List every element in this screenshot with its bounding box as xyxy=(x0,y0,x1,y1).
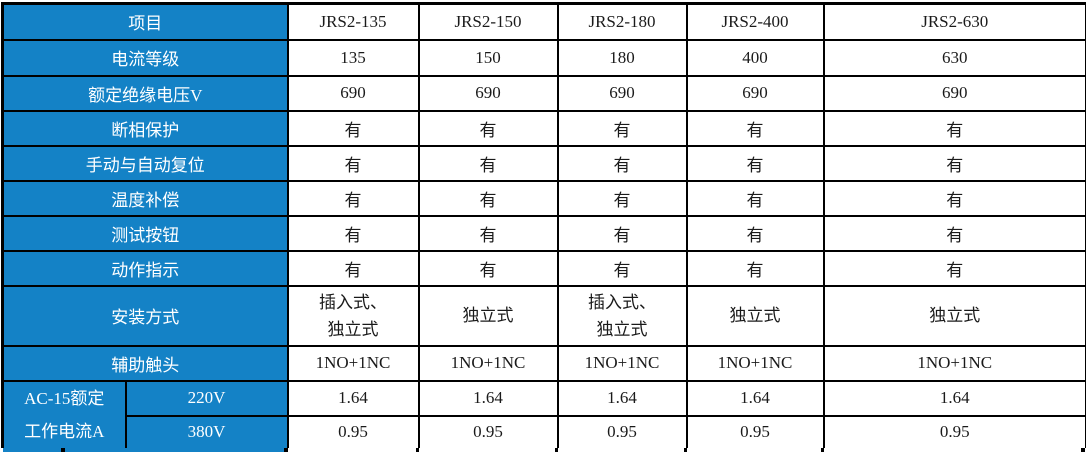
data-cell: 有 xyxy=(556,109,688,147)
data-cell: 150 xyxy=(417,38,559,77)
table-row: 电流等级 135 150 180 400 630 xyxy=(1,38,1086,77)
corner-header-cell: 项目 xyxy=(1,2,289,41)
data-cell: 独立式 xyxy=(417,284,559,347)
data-cell: 独立式 xyxy=(822,284,1086,347)
data-cell: 0.95 xyxy=(286,415,420,450)
data-cell: 有 xyxy=(822,214,1086,252)
data-cell: 有 xyxy=(286,214,420,252)
data-cell: 有 xyxy=(417,249,559,287)
data-cell: 0.95 xyxy=(685,415,825,450)
data-cell: 有 xyxy=(685,214,825,252)
data-cell: 1NO+1NC xyxy=(685,344,825,382)
row-label-temperature-compensation: 温度补偿 xyxy=(1,179,289,217)
table-row: 动作指示 有 有 有 有 有 xyxy=(1,249,1086,287)
data-cell: 独立式 xyxy=(685,284,825,347)
data-cell: 1.64 xyxy=(685,379,825,418)
data-cell: 有 xyxy=(556,214,688,252)
table-row: 手动与自动复位 有 有 有 有 有 xyxy=(1,144,1086,182)
data-cell: 有 xyxy=(286,144,420,182)
cutoff-border xyxy=(416,448,419,452)
data-cell: 有 xyxy=(556,179,688,217)
row-label-manual-auto-reset: 手动与自动复位 xyxy=(1,144,289,182)
data-cell: 1.64 xyxy=(417,379,559,418)
data-cell: 630 xyxy=(822,38,1086,77)
row-label-phase-failure-protection: 断相保护 xyxy=(1,109,289,147)
row-label-mounting-type: 安装方式 xyxy=(1,284,289,347)
data-cell: 690 xyxy=(556,74,688,112)
data-cell: 690 xyxy=(286,74,420,112)
data-cell: 400 xyxy=(685,38,825,77)
data-cell: 1.64 xyxy=(822,379,1086,418)
data-cell: 有 xyxy=(685,144,825,182)
header-row: 项目 JRS2-135 JRS2-150 JRS2-180 JRS2-400 J… xyxy=(1,2,1086,41)
cutoff-cell xyxy=(65,448,284,452)
table-row: 测试按钮 有 有 有 有 有 xyxy=(1,214,1086,252)
cutoff-border xyxy=(284,448,288,452)
data-cell: 有 xyxy=(286,109,420,147)
data-cell: 1NO+1NC xyxy=(286,344,420,382)
cutoff-border xyxy=(61,448,65,452)
table-row: 温度补偿 有 有 有 有 有 xyxy=(1,179,1086,217)
group-label-ac15-rated-current: AC-15额定 工作电流A xyxy=(1,379,127,450)
data-cell: 1NO+1NC xyxy=(822,344,1086,382)
data-cell: 1NO+1NC xyxy=(417,344,559,382)
row-label-test-button: 测试按钮 xyxy=(1,214,289,252)
column-header-jrs2-400: JRS2-400 xyxy=(685,2,825,41)
data-cell: 有 xyxy=(685,249,825,287)
data-cell: 有 xyxy=(822,179,1086,217)
data-cell: 有 xyxy=(822,109,1086,147)
data-cell: 有 xyxy=(417,109,559,147)
row-label-insulation-voltage: 额定绝缘电压V xyxy=(1,74,289,112)
data-cell: 有 xyxy=(417,144,559,182)
sub-label-220v: 220V xyxy=(124,379,289,418)
table-row: 额定绝缘电压V 690 690 690 690 690 xyxy=(1,74,1086,112)
column-header-jrs2-630: JRS2-630 xyxy=(822,2,1086,41)
data-cell: 插入式、 独立式 xyxy=(286,284,420,347)
table-row: 380V 0.95 0.95 0.95 0.95 0.95 xyxy=(3,415,1086,450)
data-cell: 有 xyxy=(556,249,688,287)
column-header-jrs2-150: JRS2-150 xyxy=(417,2,559,41)
data-cell: 135 xyxy=(286,38,420,77)
cutoff-border xyxy=(555,448,558,452)
data-cell: 690 xyxy=(685,74,825,112)
data-cell: 有 xyxy=(685,179,825,217)
data-cell: 有 xyxy=(556,144,688,182)
table-row: 安装方式 插入式、 独立式 独立式 插入式、 独立式 独立式 独立式 xyxy=(1,284,1086,347)
data-cell: 0.95 xyxy=(556,415,688,450)
data-cell: 有 xyxy=(417,214,559,252)
table-row: 断相保护 有 有 有 有 有 xyxy=(1,109,1086,147)
data-cell: 1NO+1NC xyxy=(556,344,688,382)
cutoff-border xyxy=(821,448,824,452)
data-cell: 1.64 xyxy=(556,379,688,418)
data-cell: 有 xyxy=(286,249,420,287)
cutoff-border xyxy=(1081,448,1085,452)
data-cell: 690 xyxy=(417,74,559,112)
data-cell: 有 xyxy=(286,179,420,217)
cutoff-next-row xyxy=(0,448,1086,452)
data-cell: 有 xyxy=(822,249,1086,287)
data-cell: 有 xyxy=(822,144,1086,182)
data-cell: 690 xyxy=(822,74,1086,112)
cutoff-cell xyxy=(3,448,61,452)
data-cell: 180 xyxy=(556,38,688,77)
row-label-trip-indicator: 动作指示 xyxy=(1,249,289,287)
table-row: AC-15额定 工作电流A 220V 1.64 1.64 1.64 1.64 1… xyxy=(1,379,1086,450)
data-cell: 有 xyxy=(685,109,825,147)
data-cell: 0.95 xyxy=(822,415,1086,450)
column-header-jrs2-180: JRS2-180 xyxy=(556,2,688,41)
data-cell: 1.64 xyxy=(286,379,420,418)
row-label-current-rating: 电流等级 xyxy=(1,38,289,77)
data-cell: 有 xyxy=(417,179,559,217)
table-row: 辅助触头 1NO+1NC 1NO+1NC 1NO+1NC 1NO+1NC 1NO… xyxy=(1,344,1086,382)
row-label-auxiliary-contact: 辅助触头 xyxy=(1,344,289,382)
column-header-jrs2-135: JRS2-135 xyxy=(286,2,420,41)
data-cell: 插入式、 独立式 xyxy=(556,284,688,347)
data-cell: 0.95 xyxy=(417,415,559,450)
sub-label-380v: 380V xyxy=(124,415,289,450)
cutoff-border xyxy=(684,448,687,452)
